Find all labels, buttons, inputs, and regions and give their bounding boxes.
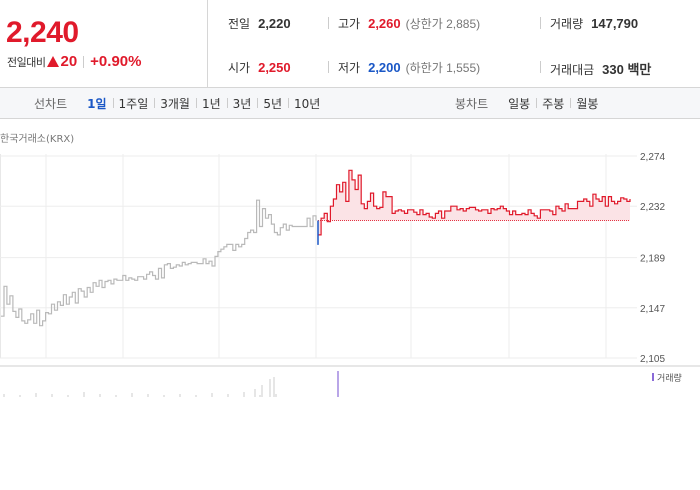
tab-5year[interactable]: 5년: [257, 95, 288, 112]
up-triangle-icon: [47, 56, 60, 67]
y-tick-label: 2,189: [640, 254, 665, 265]
change-percent: +0.90%: [90, 53, 142, 70]
stat-label: 거래량: [550, 17, 584, 31]
price-change-row: 전일대비 20 +0.90%: [7, 53, 141, 70]
stat-value: 2,250: [258, 60, 291, 75]
prev-day-price-line: [1, 199, 317, 327]
stat-high: 고가 2,260 (상한가 2,885): [338, 15, 480, 32]
upper-limit: (상한가 2,885): [405, 17, 481, 31]
chart-period-tabs: 선차트 1일 1주일 3개월 1년 3년 5년 10년 봉차트 일봉 주봉 월봉: [0, 88, 700, 119]
tab-3year[interactable]: 3년: [226, 95, 258, 112]
stat-open: 시가 2,250: [228, 59, 291, 76]
y-tick-label: 2,274: [640, 152, 665, 163]
stats-panel: 전일 2,220 고가 2,260 (상한가 2,885) 거래량 147,79…: [208, 0, 700, 88]
change-label: 전일대비: [7, 55, 46, 69]
divider: [328, 17, 329, 29]
stat-value: 2,220: [258, 16, 291, 31]
tab-1day[interactable]: 1일: [87, 97, 107, 111]
chart-canvas: 2,274 2,232 2,189 2,147 2,105 거래량: [0, 152, 700, 397]
lower-limit: (하한가 1,555): [405, 61, 481, 75]
change-value: 20: [60, 53, 78, 70]
tab-1year[interactable]: 1년: [195, 95, 227, 112]
tab-weekly-candle[interactable]: 주봉: [536, 95, 570, 112]
today-price-area: [318, 170, 630, 235]
tab-daily-candle[interactable]: 일봉: [508, 97, 531, 111]
divider: [540, 61, 541, 73]
price-chart: 한국거래소(KRX) 2,274 2,232 2,189 2,147 2,105 거래량: [0, 120, 700, 400]
stat-value: 2,200: [368, 60, 401, 75]
tab-monthly-candle[interactable]: 월봉: [570, 95, 604, 112]
y-tick-label: 2,105: [640, 354, 665, 365]
today-price-line: [318, 169, 631, 236]
stat-low: 저가 2,200 (하한가 1,555): [338, 59, 480, 76]
tab-10year[interactable]: 10년: [288, 95, 326, 112]
stat-prev-close: 전일 2,220: [228, 15, 291, 32]
quote-panel: 2,240 전일대비 20 +0.90% 전일 2,220 고가 2,260 (…: [0, 0, 700, 88]
divider: [328, 61, 329, 73]
stat-value: 2,260: [368, 16, 401, 31]
divider: [540, 17, 541, 29]
current-price: 2,240: [6, 16, 79, 49]
divider: [83, 55, 85, 68]
price-box: 2,240 전일대비 20 +0.90%: [0, 0, 208, 88]
stat-label: 시가: [228, 61, 251, 75]
y-tick-label: 2,232: [640, 202, 665, 213]
stat-label: 저가: [338, 61, 361, 75]
line-chart-tabs: 선차트 1일 1주일 3개월 1년 3년 5년 10년: [34, 88, 326, 119]
data-source: 한국거래소(KRX): [0, 134, 75, 145]
stat-value: 147,790: [591, 16, 639, 31]
candle-chart-label: 봉차트: [455, 97, 489, 111]
stat-value: 330 백만: [602, 62, 652, 77]
volume-legend-label: 거래량: [657, 372, 682, 384]
stat-label: 거래대금: [550, 63, 595, 77]
stat-amount: 거래대금 330 백만: [550, 59, 651, 78]
line-chart-label: 선차트: [34, 97, 68, 111]
volume-legend-marker: [652, 373, 654, 381]
stat-label: 전일: [228, 17, 251, 31]
stat-volume: 거래량 147,790: [550, 15, 638, 32]
tab-1week[interactable]: 1주일: [112, 95, 155, 112]
candle-chart-tabs: 봉차트 일봉 주봉 월봉: [455, 88, 604, 119]
tab-3month[interactable]: 3개월: [154, 95, 196, 112]
stat-label: 고가: [338, 17, 361, 31]
y-tick-label: 2,147: [640, 304, 665, 315]
